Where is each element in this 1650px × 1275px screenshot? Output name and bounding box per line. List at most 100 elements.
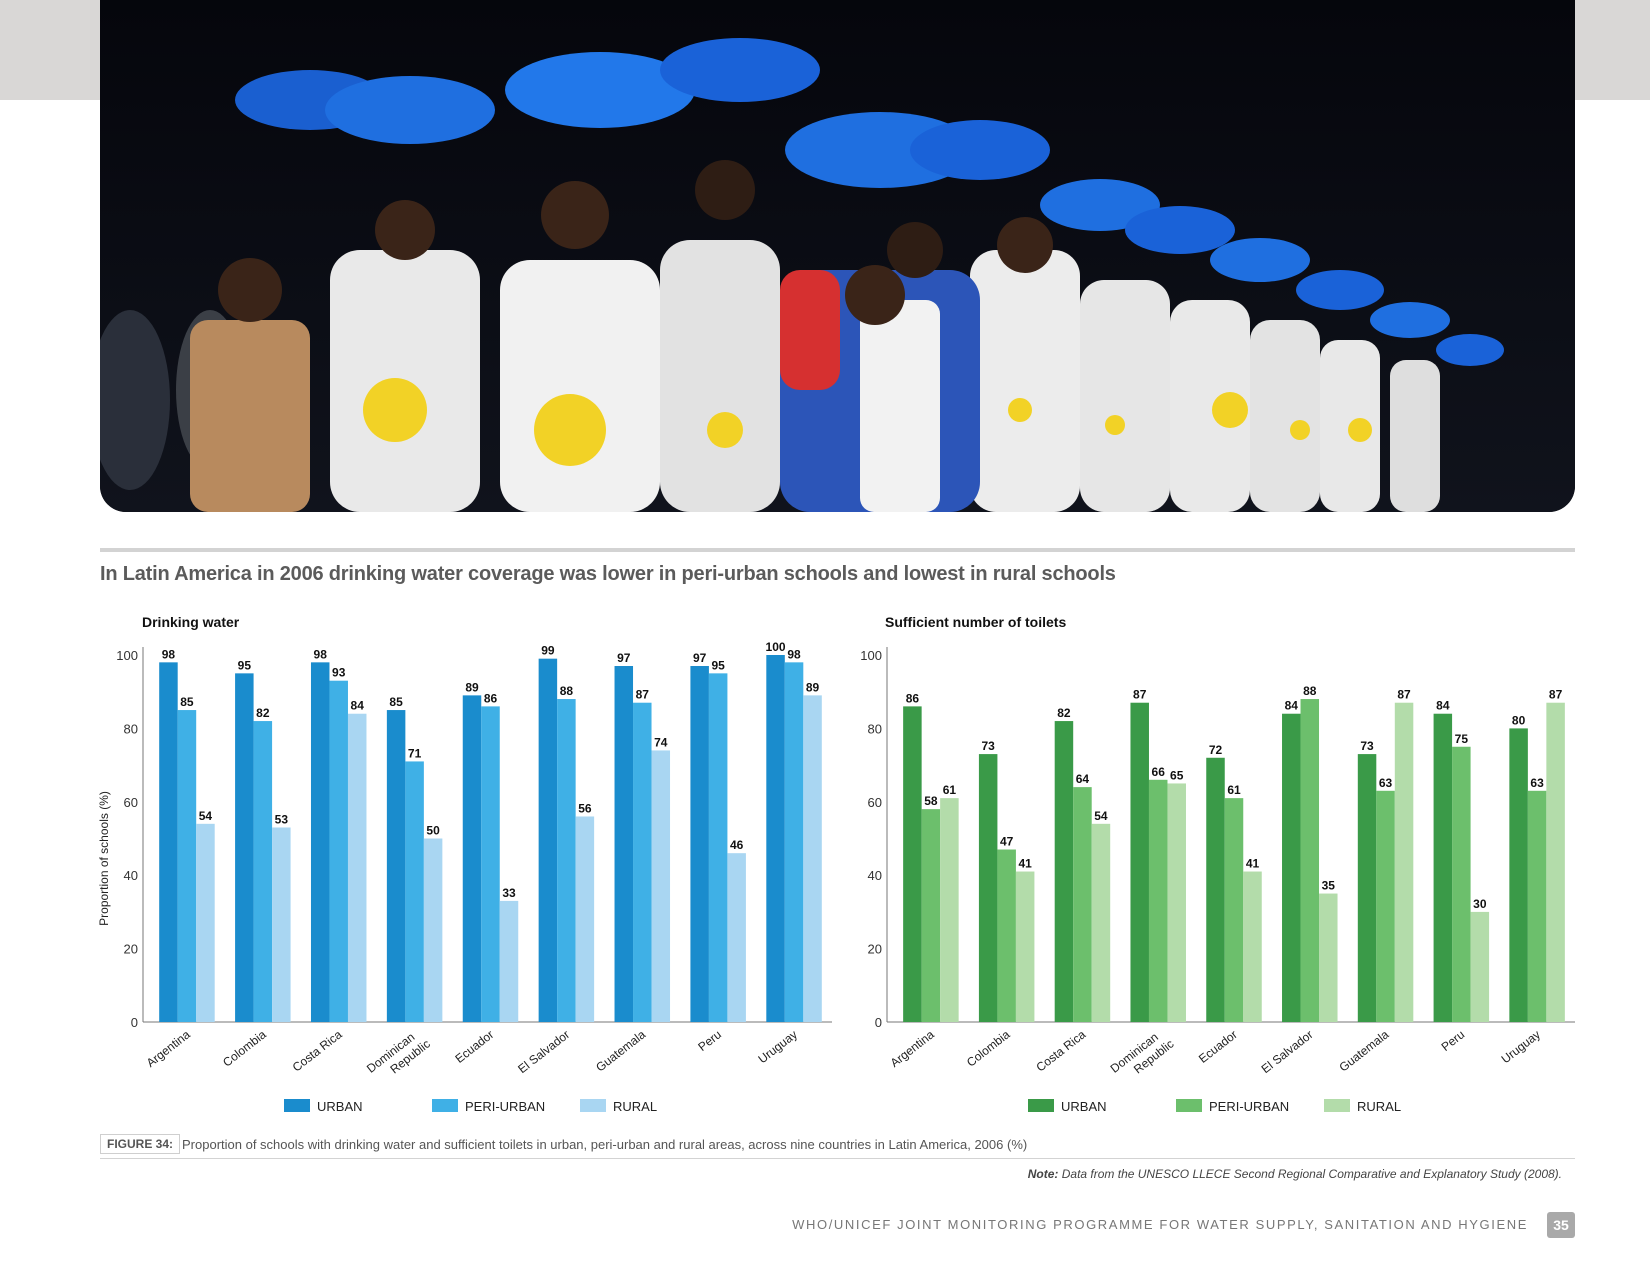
bar-drinking-water-rural (347, 713, 367, 1022)
bar-drinking-water-urban (462, 695, 482, 1022)
x-tick-label: Colombia (220, 1027, 269, 1069)
data-label: 87 (1397, 688, 1411, 702)
bar-toilets-urban (1130, 702, 1149, 1022)
data-label: 89 (806, 680, 820, 694)
x-category-label: Peru (1439, 1027, 1468, 1054)
x-category-label: Uruguay (756, 1027, 800, 1066)
data-label: 100 (766, 640, 786, 654)
x-tick-label: Peru (695, 1027, 724, 1054)
data-label: 30 (1473, 897, 1487, 911)
data-label: 87 (1133, 688, 1147, 702)
x-category-label: Ecuador (1196, 1027, 1240, 1066)
data-label: 88 (1303, 684, 1317, 698)
x-category-label: Ecuador (453, 1027, 497, 1066)
x-tick-label: Argentina (144, 1027, 193, 1070)
bar-toilets-urban (1054, 721, 1074, 1022)
data-label: 87 (636, 688, 650, 702)
bar-drinking-water-peri-urban (784, 662, 804, 1022)
data-label: 73 (1360, 739, 1374, 753)
bar-toilets-urban (1206, 757, 1225, 1022)
bar-toilets-rural (1470, 911, 1490, 1022)
x-tick-label: Guatemala (593, 1027, 648, 1074)
x-category-label: Costa Rica (290, 1027, 345, 1074)
bar-drinking-water-peri-urban (557, 699, 576, 1022)
bar-drinking-water-rural (651, 750, 671, 1022)
x-category-label: Colombia (964, 1027, 1013, 1069)
charts-area: Drinking water 0 20 40 60 80 100 Proportion of … (0, 600, 1650, 1120)
bar-drinking-water-urban (614, 666, 634, 1022)
legend-label: PERI-URBAN (1209, 1099, 1289, 1114)
bar-drinking-water-peri-urban (253, 721, 273, 1022)
x-tick-label: Peru (1439, 1027, 1468, 1054)
bar-toilets-peri-urban (1148, 779, 1168, 1022)
bar-drinking-water-rural (575, 816, 595, 1022)
bar-drinking-water-rural (499, 900, 519, 1022)
bar-toilets-peri-urban (1527, 790, 1547, 1022)
data-label: 33 (502, 886, 516, 900)
x-category-label: Guatemala (1337, 1027, 1392, 1074)
source-note: Note: Data from the UNESCO LLECE Second … (1028, 1167, 1562, 1181)
chart-title: Drinking water (142, 614, 240, 630)
bar-drinking-water-rural (727, 853, 746, 1022)
data-label: 84 (1436, 699, 1450, 713)
bar-toilets-peri-urban (921, 809, 941, 1022)
data-label: 89 (465, 680, 479, 694)
data-label: 85 (180, 695, 194, 709)
x-category-label: Costa Rica (1033, 1027, 1088, 1074)
bar-toilets-urban (1357, 754, 1377, 1022)
data-label: 63 (1379, 776, 1393, 790)
data-label: 99 (541, 644, 555, 658)
data-label: 88 (560, 684, 574, 698)
y-tick-label: 20 (124, 942, 138, 957)
data-label: 61 (943, 783, 957, 797)
data-label: 53 (275, 812, 289, 826)
x-tick-label: Uruguay (1499, 1027, 1543, 1066)
data-label: 41 (1018, 857, 1032, 871)
legend-label: RURAL (1357, 1099, 1401, 1114)
legend-swatch (432, 1099, 458, 1112)
bar-drinking-water-rural (272, 827, 291, 1022)
children-carrying-blue-buckets-photo (100, 0, 1575, 512)
footer-programme-title: WHO/UNICEF JOINT MONITORING PROGRAMME FO… (792, 1217, 1528, 1232)
x-category-label: El Salvador (515, 1027, 572, 1076)
bar-drinking-water-urban (386, 710, 406, 1022)
bar-drinking-water-urban (310, 662, 330, 1022)
y-tick-label: 20 (868, 942, 882, 957)
legend-swatch (284, 1099, 310, 1112)
y-tick-label: 40 (868, 868, 882, 883)
bar-toilets-urban (1433, 713, 1453, 1022)
x-category-label: Argentina (888, 1027, 937, 1070)
data-label: 86 (906, 691, 920, 705)
legend-swatch (1324, 1099, 1350, 1112)
x-tick-label: Ecuador (1196, 1027, 1240, 1066)
bar-drinking-water-rural (423, 838, 443, 1022)
legend-label: RURAL (613, 1099, 657, 1114)
bar-toilets-peri-urban (1376, 790, 1395, 1022)
data-label: 41 (1246, 857, 1260, 871)
bar-drinking-water-peri-urban (177, 710, 197, 1022)
data-label: 64 (1076, 772, 1090, 786)
legend-swatch (1028, 1099, 1054, 1112)
bar-toilets-rural (1546, 702, 1565, 1022)
x-tick-label: Costa Rica (1033, 1027, 1088, 1074)
x-tick-label: El Salvador (1259, 1027, 1316, 1076)
bar-toilets-rural (1394, 702, 1414, 1022)
page-number: 35 (1547, 1212, 1575, 1238)
bar-toilets-urban (1282, 713, 1301, 1022)
x-category-label: Argentina (144, 1027, 193, 1070)
bar-drinking-water-peri-urban (633, 702, 652, 1022)
data-label: 65 (1170, 768, 1184, 782)
data-label: 87 (1549, 688, 1563, 702)
data-label: 75 (1455, 732, 1469, 746)
data-label: 54 (1094, 809, 1108, 823)
x-category-label: El Salvador (1259, 1027, 1316, 1076)
x-tick-label: Colombia (964, 1027, 1013, 1069)
bar-drinking-water-peri-urban (405, 761, 424, 1022)
data-label: 61 (1227, 783, 1241, 797)
bar-drinking-water-rural (196, 823, 215, 1022)
bar-drinking-water-peri-urban (329, 680, 348, 1022)
data-label: 98 (787, 647, 801, 661)
y-tick-label: 100 (860, 648, 882, 663)
legend-label: URBAN (317, 1099, 363, 1114)
